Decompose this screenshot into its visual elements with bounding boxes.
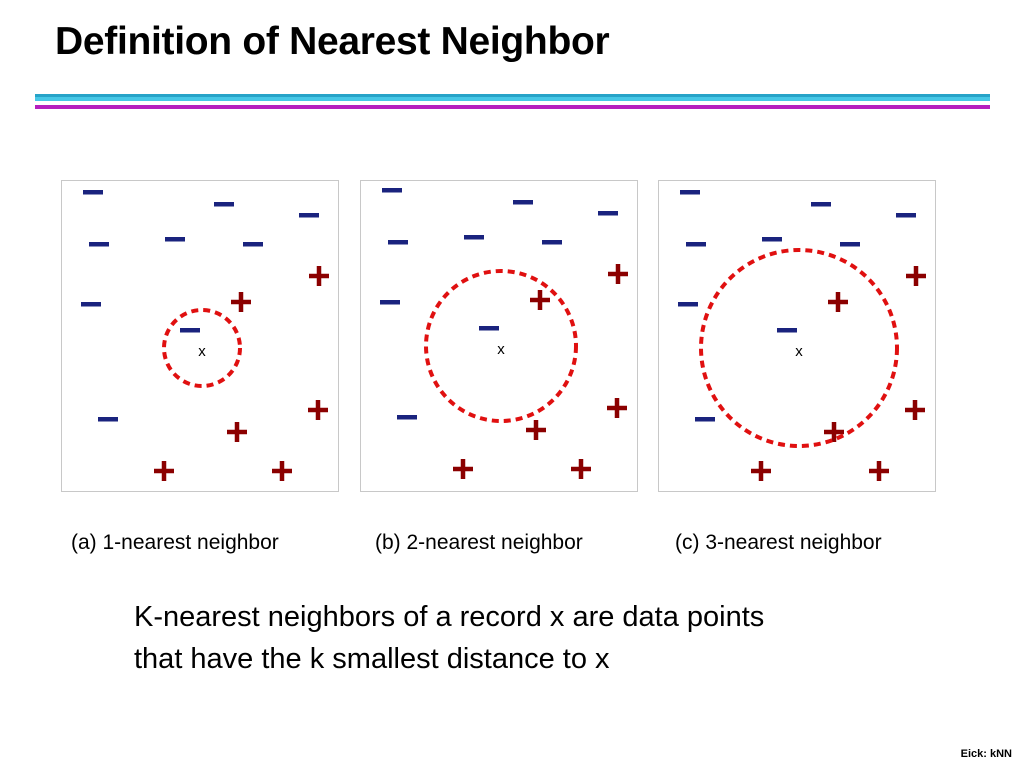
footer-label: Eick: kNN [960, 748, 1012, 760]
panel-border [61, 180, 339, 492]
negative-point-icon: – [762, 237, 782, 242]
positive-point-icon: + [906, 266, 926, 286]
definition-line-1: K-nearest neighbors of a record x are da… [134, 601, 765, 633]
negative-point-icon: – [81, 302, 101, 307]
definition-line-2: that have the k smallest distance to x [134, 643, 610, 675]
panel-3-nearest-neighbor: – – – – – – – – – + + + + + + x [658, 180, 936, 492]
positive-point-icon: + [607, 398, 627, 418]
panel-plot: – – – – – – – – – + + + + + + x [61, 180, 339, 492]
negative-point-icon: – [388, 240, 408, 245]
negative-point-icon: – [678, 302, 698, 307]
caption-2-nearest-neighbor: (b) 2-nearest neighbor [375, 531, 583, 554]
positive-point-icon: + [905, 400, 925, 420]
neighborhood-circle [162, 308, 242, 388]
title-rule-cyan-dark [35, 94, 990, 97]
knn-definition: K-nearest neighbors of a record x are da… [134, 596, 934, 680]
positive-point-icon: + [751, 461, 771, 481]
negative-point-icon: – [513, 200, 533, 205]
negative-point-icon: – [299, 213, 319, 218]
negative-point-icon: – [686, 242, 706, 247]
negative-point-icon: – [380, 300, 400, 305]
positive-point-icon: + [154, 461, 174, 481]
positive-point-icon: + [309, 266, 329, 286]
negative-point-icon: – [811, 202, 831, 207]
negative-point-icon: – [464, 235, 484, 240]
negative-point-icon: – [777, 328, 797, 333]
positive-point-icon: + [824, 422, 844, 442]
positive-point-icon: + [869, 461, 889, 481]
positive-point-icon: + [571, 459, 591, 479]
neighborhood-circle [699, 248, 899, 448]
query-point-label: x [198, 343, 206, 360]
negative-point-icon: – [680, 190, 700, 195]
positive-point-icon: + [308, 400, 328, 420]
negative-point-icon: – [397, 415, 417, 420]
positive-point-icon: + [608, 264, 628, 284]
negative-point-icon: – [214, 202, 234, 207]
panel-border [658, 180, 936, 492]
negative-point-icon: – [243, 242, 263, 247]
negative-point-icon: – [695, 417, 715, 422]
title-rule-magenta [35, 105, 990, 109]
positive-point-icon: + [227, 422, 247, 442]
title-rule-cyan-light [35, 97, 990, 101]
positive-point-icon: + [272, 461, 292, 481]
negative-point-icon: – [382, 188, 402, 193]
negative-point-icon: – [83, 190, 103, 195]
positive-point-icon: + [453, 459, 473, 479]
positive-point-icon: + [530, 290, 550, 310]
panel-2-nearest-neighbor: – – – – – – – – – + + + + + + x [360, 180, 638, 492]
panel-plot: – – – – – – – – – + + + + + + x [360, 180, 638, 492]
negative-point-icon: – [180, 328, 200, 333]
caption-3-nearest-neighbor: (c) 3-nearest neighbor [675, 531, 882, 554]
panel-border [360, 180, 638, 492]
positive-point-icon: + [526, 420, 546, 440]
negative-point-icon: – [98, 417, 118, 422]
panel-plot: – – – – – – – – – + + + + + + x [658, 180, 936, 492]
neighborhood-circle [424, 269, 578, 423]
negative-point-icon: – [840, 242, 860, 247]
negative-point-icon: – [165, 237, 185, 242]
query-point-label: x [497, 341, 505, 358]
slide-title: Definition of Nearest Neighbor [55, 20, 610, 63]
positive-point-icon: + [231, 292, 251, 312]
panel-1-nearest-neighbor: – – – – – – – – – + + + + + + x [61, 180, 339, 492]
negative-point-icon: – [542, 240, 562, 245]
negative-point-icon: – [598, 211, 618, 216]
negative-point-icon: – [896, 213, 916, 218]
negative-point-icon: – [89, 242, 109, 247]
positive-point-icon: + [828, 292, 848, 312]
caption-1-nearest-neighbor: (a) 1-nearest neighbor [71, 531, 279, 554]
query-point-label: x [795, 343, 803, 360]
negative-point-icon: – [479, 326, 499, 331]
